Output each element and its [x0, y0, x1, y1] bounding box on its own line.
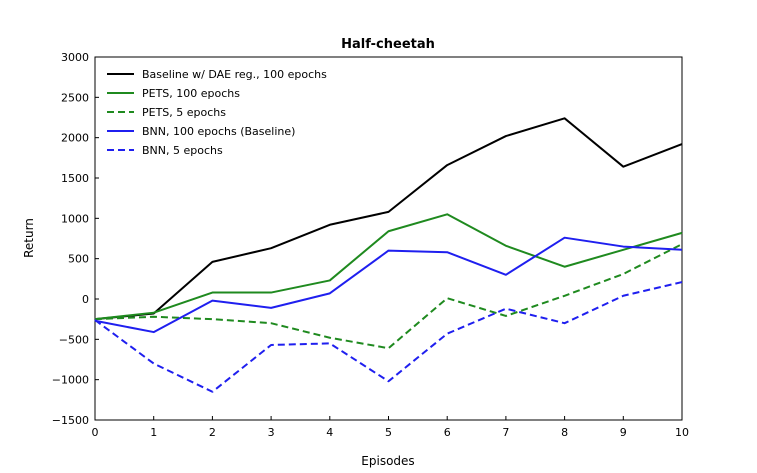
y-tick-label: 1000 — [61, 212, 89, 225]
y-tick-label: −1500 — [52, 414, 89, 427]
series-line-0 — [94, 117, 683, 321]
x-tick-label: 6 — [444, 426, 451, 439]
x-tick-label: 8 — [561, 426, 568, 439]
y-tick-label: 1500 — [61, 172, 89, 185]
x-tick-label: 3 — [268, 426, 275, 439]
series-lines — [94, 117, 683, 393]
x-tick-label: 4 — [326, 426, 333, 439]
y-tick-label: −1000 — [52, 374, 89, 387]
series-line-2 — [94, 243, 683, 350]
legend-label: PETS, 100 epochs — [142, 87, 240, 100]
x-tick-label: 10 — [675, 426, 689, 439]
y-axis: −1500 −1000 −500 0 500 1000 1500 2000 2500 3000 — [52, 51, 99, 427]
legend-label: BNN, 5 epochs — [142, 144, 223, 157]
x-tick-label: 5 — [385, 426, 392, 439]
legend-label: PETS, 5 epochs — [142, 106, 226, 119]
legend-label: BNN, 100 epochs (Baseline) — [142, 125, 295, 138]
y-tick-label: 3000 — [61, 51, 89, 64]
series-line-4 — [94, 281, 683, 393]
y-tick-label: −500 — [59, 333, 89, 346]
x-tick-label: 9 — [620, 426, 627, 439]
x-tick-label: 7 — [502, 426, 509, 439]
x-tick-label: 0 — [92, 426, 99, 439]
series-line-3 — [94, 236, 683, 334]
x-axis: 0 1 2 3 4 5 6 7 8 9 10 — [92, 416, 689, 439]
chart-title: Half-cheetah — [341, 37, 435, 52]
y-tick-label: 2000 — [61, 132, 89, 145]
y-tick-label: 2500 — [61, 91, 89, 104]
legend-label: Baseline w/ DAE reg., 100 epochs — [142, 68, 327, 81]
series-line-1 — [94, 213, 683, 321]
x-axis-label: Episodes — [361, 454, 414, 468]
y-tick-label: 500 — [68, 253, 89, 266]
x-tick-label: 2 — [209, 426, 216, 439]
y-tick-label: 0 — [82, 293, 89, 306]
legend: Baseline w/ DAE reg., 100 epochs PETS, 10… — [107, 68, 327, 157]
y-axis-label: Return — [22, 218, 36, 258]
x-tick-label: 1 — [150, 426, 157, 439]
